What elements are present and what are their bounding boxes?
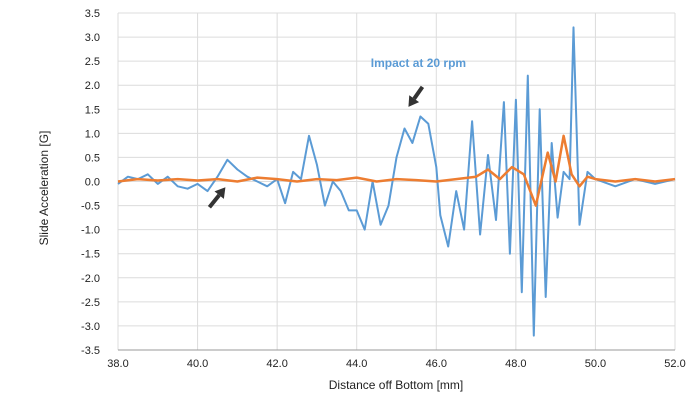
- secondary-arrow-head: [214, 187, 226, 199]
- y-tick-label: 2.5: [85, 56, 100, 68]
- x-tick-label: 42.0: [266, 358, 287, 370]
- x-tick-label: 52.0: [664, 358, 685, 370]
- y-tick-label: -1.0: [81, 225, 100, 237]
- x-tick-label: 46.0: [426, 358, 447, 370]
- y-tick-label: -3.5: [81, 345, 100, 357]
- y-tick-label: -2.5: [81, 297, 100, 309]
- y-tick-label: 2.0: [85, 80, 100, 92]
- y-tick-label: 0.0: [85, 177, 100, 189]
- series-line-2: [117, 134, 676, 207]
- series-layer: [117, 26, 676, 337]
- annotations: Impact at 20 rpm: [207, 56, 466, 209]
- impact-annotation-label: Impact at 20 rpm: [371, 56, 466, 70]
- secondary-arrow-shaft: [207, 193, 221, 209]
- y-tick-label: -3.0: [81, 321, 100, 333]
- impact-arrow-head: [408, 95, 420, 107]
- y-tick-label: -1.5: [81, 249, 100, 261]
- x-axis-title: Distance off Bottom [mm]: [329, 378, 464, 392]
- x-tick-label: 38.0: [107, 358, 128, 370]
- y-axis-title: Slide Acceleration [G]: [37, 131, 51, 246]
- x-tick-label: 48.0: [505, 358, 526, 370]
- y-tick-label: 1.0: [85, 128, 100, 140]
- axes: 38.0 40.0 42.0 44.0 46.0 48.0 50.0 52.0 3.5 3.0 2.…: [81, 8, 686, 370]
- y-tick-label: 3.0: [85, 32, 100, 44]
- y-tick-label: 1.5: [85, 104, 100, 116]
- y-tick-label: -0.5: [81, 201, 100, 213]
- y-tick-label: 3.5: [85, 8, 100, 20]
- y-tick-label: -2.0: [81, 273, 100, 285]
- x-tick-label: 44.0: [346, 358, 367, 370]
- y-tick-label: 0.5: [85, 152, 100, 164]
- x-tick-label: 50.0: [585, 358, 606, 370]
- impact-arrow-shaft: [412, 85, 425, 100]
- series-line-1: [117, 26, 676, 337]
- x-tick-label: 40.0: [187, 358, 208, 370]
